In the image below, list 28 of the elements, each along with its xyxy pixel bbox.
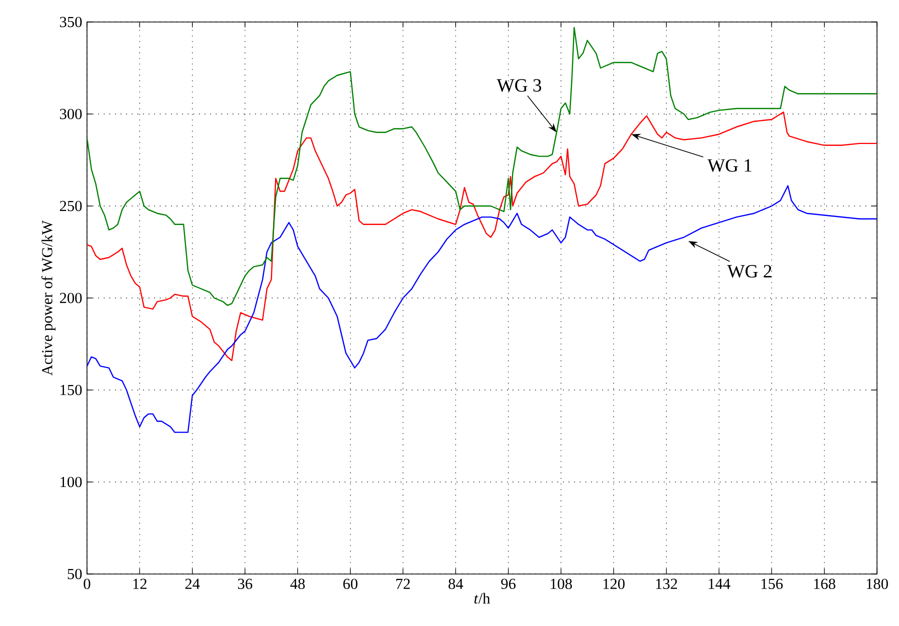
x-axis-title: t/h (474, 592, 490, 604)
x-tick-label: 108 (550, 578, 572, 590)
x-tick-label: 120 (604, 578, 625, 590)
y-tick-label: 350 (60, 16, 82, 28)
x-tick-label: 132 (656, 578, 677, 590)
annotation: WG 3 (496, 79, 542, 92)
x-tick-label: 180 (866, 578, 888, 590)
x-tick-label: 12 (133, 578, 146, 589)
x-tick-label: 0 (84, 578, 90, 590)
y-tick-label: 300 (60, 108, 82, 120)
y-axis-title: Active power of WG/kW (41, 220, 56, 376)
x-tick-label: 84 (448, 578, 464, 590)
x-tick-label: 156 (762, 578, 783, 590)
annotation: WG 2 (727, 265, 772, 278)
x-tick-label: 60 (343, 578, 358, 590)
x-tick-label: 48 (290, 578, 305, 590)
x-tick-label: 24 (185, 578, 200, 589)
annotation: WG 1 (707, 159, 752, 172)
y-tick-label: 150 (60, 384, 82, 396)
y-tick-label: 250 (60, 200, 82, 212)
y-tick-label: 50 (68, 568, 82, 580)
x-tick-label: 72 (396, 578, 410, 589)
x-tick-label: 168 (814, 578, 836, 590)
x-tick-label: 96 (501, 578, 516, 590)
x-tick-label: 144 (708, 578, 730, 589)
y-tick-label: 100 (60, 476, 82, 488)
x-tick-label: 36 (238, 578, 252, 590)
y-tick-label: 200 (60, 292, 82, 304)
